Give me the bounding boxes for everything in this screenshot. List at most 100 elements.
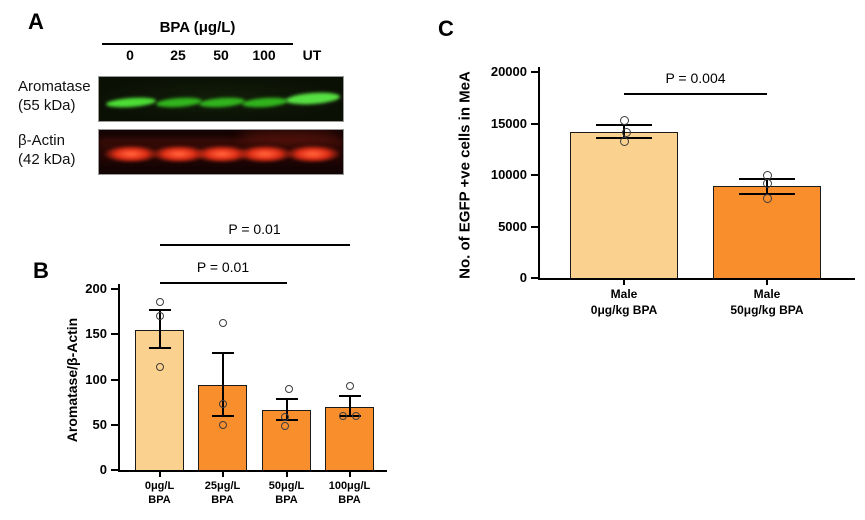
category-label: Male 0μg/kg BPA bbox=[554, 287, 694, 318]
panel-a-label: A bbox=[28, 9, 45, 34]
data-point bbox=[762, 178, 772, 188]
bar bbox=[325, 406, 374, 470]
significance-line bbox=[159, 243, 350, 246]
y-tick-label: 50 bbox=[92, 416, 107, 432]
panel-c-label: C bbox=[438, 16, 455, 41]
lane-label-100: 100 bbox=[252, 47, 276, 63]
beta-actin-band bbox=[103, 145, 159, 163]
y-axis-line bbox=[538, 67, 540, 280]
panel-b-chart: 0 50 100 150 200 0μg/L BPA 25μg/L BPA 50μg/L BPA 10… bbox=[64, 221, 387, 506]
data-point bbox=[218, 420, 227, 429]
panel-c-chart: 0 5000 10000 15000 20000 Male 0μg/kg BPA Male 50… bbox=[457, 64, 855, 317]
y-tick-label: 5000 bbox=[498, 218, 527, 234]
error-bar-cap-top bbox=[275, 397, 298, 400]
y-tick bbox=[111, 423, 118, 426]
bar bbox=[570, 131, 678, 278]
error-bar-cap-top bbox=[148, 308, 171, 311]
y-tick-label: 200 bbox=[85, 281, 107, 296]
lane-label-UT: UT bbox=[302, 47, 322, 63]
y-tick-label: 20000 bbox=[490, 64, 527, 79]
lane-label-25: 25 bbox=[170, 47, 186, 63]
y-tick bbox=[531, 225, 538, 228]
y-tick-label: 150 bbox=[85, 326, 107, 342]
data-point bbox=[155, 312, 164, 321]
data-point bbox=[621, 128, 631, 138]
aromatase-blot-image bbox=[98, 76, 344, 122]
x-axis-line bbox=[118, 470, 387, 472]
error-bar-cap-bottom bbox=[211, 414, 234, 417]
y-axis-title: Aromatase/β-Actin bbox=[64, 317, 80, 442]
bar bbox=[135, 329, 184, 470]
category-label: Male 50μg/kg BPA bbox=[697, 287, 837, 318]
blot-row-weight-actin: (42 kDa) bbox=[18, 151, 76, 168]
x-tick bbox=[158, 472, 161, 477]
significance-line bbox=[159, 281, 287, 284]
x-tick bbox=[766, 280, 768, 285]
data-point bbox=[280, 421, 289, 430]
category-label-line: Male bbox=[610, 287, 638, 301]
p-value-label: P = 0.01 bbox=[196, 258, 250, 275]
data-point bbox=[338, 411, 347, 420]
y-tick bbox=[111, 378, 118, 381]
y-tick-label: 10000 bbox=[490, 167, 527, 182]
beta-actin-blot-image bbox=[98, 129, 344, 175]
error-bar-line bbox=[221, 353, 224, 416]
y-tick bbox=[111, 469, 118, 471]
beta-actin-band bbox=[194, 145, 250, 163]
error-bar-cap-bottom bbox=[739, 192, 795, 195]
error-bar-line bbox=[285, 398, 288, 421]
category-label-line: BPA bbox=[338, 494, 361, 507]
p-value-label: P = 0.01 bbox=[228, 220, 281, 237]
data-point bbox=[284, 384, 293, 393]
y-tick bbox=[531, 71, 538, 73]
y-tick bbox=[531, 277, 538, 279]
category-label-line: BPA bbox=[275, 494, 298, 507]
blot-smear bbox=[239, 130, 339, 142]
category-label: 25μg/L BPA bbox=[153, 479, 293, 508]
data-point bbox=[155, 297, 164, 306]
error-bar-line bbox=[348, 395, 351, 416]
y-tick bbox=[531, 174, 538, 176]
y-tick bbox=[111, 288, 118, 290]
data-point bbox=[619, 136, 629, 146]
x-tick bbox=[348, 472, 351, 477]
error-bar-cap-bottom bbox=[338, 414, 361, 417]
x-tick bbox=[221, 472, 224, 477]
y-axis-title: No. of EGFP +ve cells in MeA bbox=[456, 71, 474, 279]
error-bar-cap-bottom bbox=[148, 346, 171, 349]
panel-b-label: B bbox=[33, 258, 50, 283]
x-axis-line bbox=[538, 278, 855, 280]
lane-label-0: 0 bbox=[126, 47, 134, 63]
y-tick-label: 0 bbox=[99, 462, 107, 477]
blot-treatment-underline bbox=[102, 43, 293, 45]
category-label-line: 50μg/kg BPA bbox=[730, 302, 804, 317]
data-point bbox=[762, 194, 772, 204]
category-label-line: 50μg/L bbox=[268, 480, 305, 492]
data-point bbox=[218, 319, 227, 328]
y-tick-label: 15000 bbox=[490, 115, 527, 131]
blot-row-protein-aromatase: Aromatase bbox=[18, 78, 91, 95]
y-tick-label: 0 bbox=[519, 270, 527, 285]
beta-actin-band bbox=[285, 145, 341, 163]
beta-actin-band bbox=[151, 145, 207, 163]
p-value-label: P = 0.004 bbox=[665, 70, 726, 87]
blot-treatment-header: BPA (μg/L) bbox=[159, 19, 236, 36]
y-axis-line bbox=[118, 284, 120, 472]
category-label-line: BPA bbox=[211, 494, 234, 507]
error-bar-cap-top bbox=[211, 352, 234, 355]
category-label-line: 0μg/L bbox=[144, 480, 175, 492]
data-point bbox=[619, 115, 629, 125]
category-label-line: 25μg/L bbox=[204, 480, 241, 492]
y-tick-label: 100 bbox=[85, 371, 107, 387]
blot-row-weight-aromatase: (55 kDa) bbox=[18, 97, 76, 114]
error-bar-cap-top bbox=[338, 394, 361, 397]
data-point bbox=[218, 399, 227, 408]
category-label: 0μg/L BPA bbox=[90, 479, 230, 508]
significance-line bbox=[624, 93, 767, 96]
data-point bbox=[351, 411, 360, 420]
y-tick bbox=[531, 122, 538, 125]
x-tick bbox=[623, 280, 625, 285]
y-tick bbox=[111, 333, 118, 336]
category-label-line: 100μg/L bbox=[328, 480, 371, 492]
